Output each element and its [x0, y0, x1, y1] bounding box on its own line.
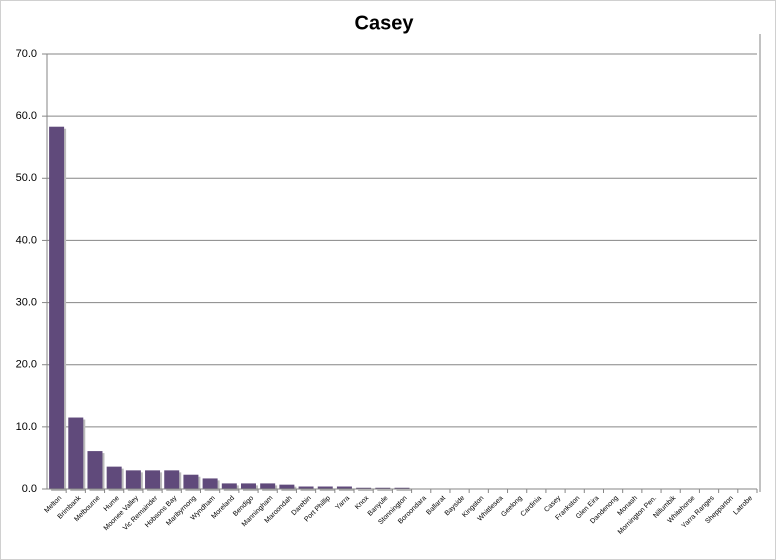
bar — [106, 466, 122, 489]
bar — [164, 470, 180, 489]
bar-shadow — [358, 489, 374, 491]
y-tick-label: 20.0 — [16, 359, 37, 371]
bar — [183, 474, 199, 489]
bar — [145, 470, 161, 489]
bar — [68, 417, 84, 489]
bar — [202, 478, 218, 489]
y-tick-label: 70.0 — [16, 48, 37, 60]
bar-shadow — [319, 488, 335, 491]
bar — [260, 483, 276, 489]
bar-shadow — [377, 489, 393, 491]
y-tick-label: 60.0 — [16, 110, 37, 122]
y-tick-label: 50.0 — [16, 172, 37, 184]
y-tick-label: 30.0 — [16, 296, 37, 308]
bar — [125, 470, 141, 489]
bar — [221, 483, 237, 489]
bar — [240, 483, 256, 489]
y-tick-label: 10.0 — [16, 421, 37, 433]
bar — [394, 487, 410, 489]
bar — [49, 126, 65, 489]
bar-shadow — [396, 489, 412, 491]
bar — [336, 486, 352, 489]
y-tick-label: 0.0 — [22, 483, 37, 495]
bar — [279, 484, 295, 489]
bar — [298, 486, 314, 489]
chart-title: Casey — [355, 12, 415, 34]
bar — [87, 451, 103, 489]
bar-shadow — [300, 488, 316, 491]
bar — [317, 486, 333, 489]
bar — [356, 487, 372, 489]
bar-shadow — [338, 488, 354, 491]
bar — [375, 487, 391, 489]
y-tick-label: 40.0 — [16, 234, 37, 246]
